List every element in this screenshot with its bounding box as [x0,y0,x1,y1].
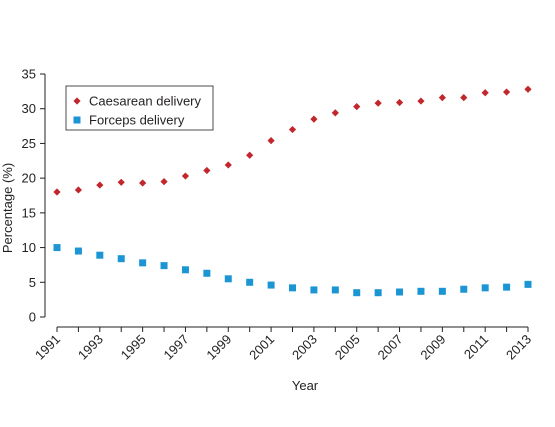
x-tick-label: 1995 [118,332,149,363]
legend-box [65,85,214,131]
y-tick-label: 15 [22,205,36,220]
data-point [417,287,425,295]
legend: Caesarean delivery Forceps delivery [65,85,214,131]
y-tick-label: 25 [22,136,36,151]
x-tick-label: 2013 [503,332,534,363]
data-point [203,269,211,277]
y-axis-title: Percentage (%) [0,163,15,253]
data-point [481,89,489,97]
data-point [246,278,254,286]
data-point [374,99,382,107]
data-point [331,286,339,294]
data-point [139,179,147,187]
y-tick-label: 10 [22,240,36,255]
data-point [117,178,125,186]
y-tick-label: 20 [22,171,36,186]
data-point [139,259,147,267]
data-point [502,88,511,96]
data-point [460,285,468,293]
data-point [331,109,339,117]
data-point [396,288,404,296]
data-point [203,166,211,175]
x-tick-label: 2011 [461,332,491,362]
plot-area [53,85,532,297]
series-caesarean-delivery [53,85,532,196]
legend-marker-square [73,116,81,124]
x-tick-label: 2005 [332,332,363,363]
data-point [224,161,232,169]
data-point [288,125,297,134]
data-point [353,103,361,111]
data-point [74,247,82,255]
x-tick-label: 1997 [161,332,192,363]
x-tick-label: 2001 [246,332,277,363]
data-point [438,94,446,102]
data-point [503,283,511,291]
data-point [481,284,489,292]
legend-label: Forceps delivery [89,113,185,128]
data-point [74,186,83,194]
x-tick-label: 1991 [32,332,63,363]
y-axis-ticks: 0 5 10 15 20 25 30 35 [22,67,45,325]
data-point [310,286,318,294]
x-tick-label: 2007 [375,332,406,363]
data-point [53,188,61,196]
data-point [460,94,468,102]
data-point [224,275,232,283]
data-point [181,172,190,180]
x-tick-label: 2009 [417,332,448,363]
data-point [96,251,104,259]
data-point [524,280,532,288]
data-point [53,244,61,252]
series-forceps-delivery [53,244,532,297]
legend-marker-diamond [73,97,81,105]
data-point [438,287,446,295]
data-point [267,137,275,145]
x-axis-ticks: 1991 1993 1995 1997 1999 2001 2003 2005 2007 2009… [32,327,534,363]
x-tick-label: 1999 [203,332,234,363]
data-point [417,97,425,105]
x-tick-label: 1993 [75,332,106,363]
data-point [160,262,168,270]
y-tick-label: 35 [22,67,36,82]
data-point [395,98,404,107]
data-point [96,181,104,189]
data-point [374,289,382,297]
x-axis-title: Year [292,378,319,393]
data-point [289,284,296,292]
y-tick-label: 0 [29,310,36,325]
legend-label: Caesarean delivery [89,94,202,109]
y-tick-label: 30 [22,101,36,116]
data-point [117,255,125,263]
x-tick-label: 2003 [289,332,320,363]
data-point [267,281,275,289]
data-point [310,115,318,123]
data-point [524,85,532,93]
y-tick-label: 5 [29,275,36,290]
data-point [353,289,361,297]
data-point [181,266,189,274]
data-point [160,178,168,186]
data-point [246,151,254,159]
